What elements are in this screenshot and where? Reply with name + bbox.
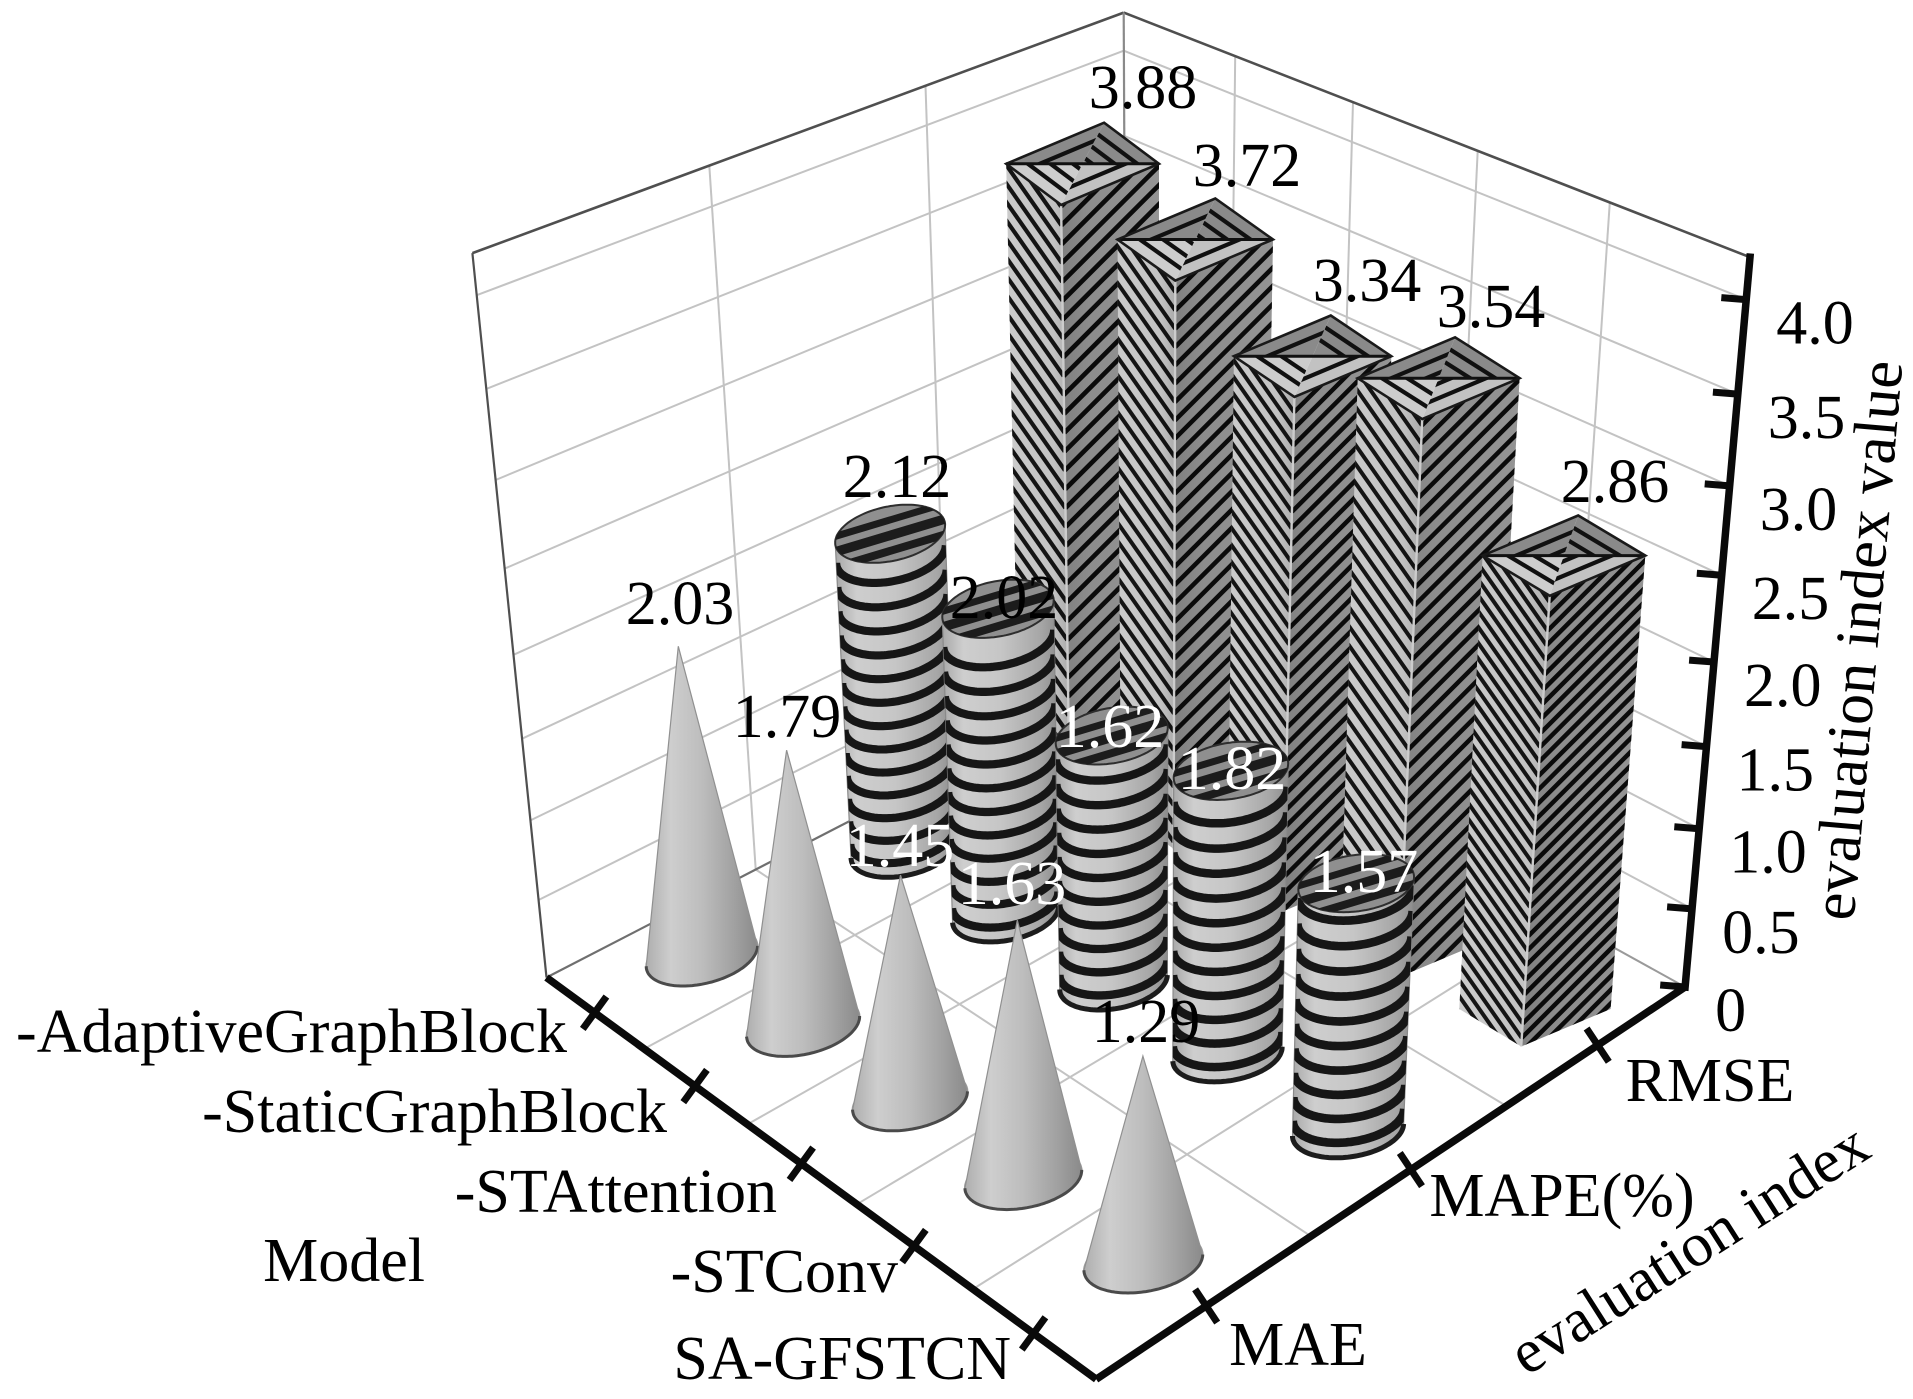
svg-text:3.54: 3.54 xyxy=(1437,273,1546,341)
svg-text:3.0: 3.0 xyxy=(1760,476,1838,544)
svg-text:-STConv: -STConv xyxy=(671,1238,898,1306)
svg-text:3.72: 3.72 xyxy=(1193,132,1302,200)
svg-text:2.0: 2.0 xyxy=(1744,652,1822,720)
svg-text:0: 0 xyxy=(1715,977,1746,1045)
svg-text:3.88: 3.88 xyxy=(1089,54,1198,122)
svg-text:1.63: 1.63 xyxy=(958,850,1067,918)
svg-text:3.34: 3.34 xyxy=(1313,247,1422,315)
svg-text:RMSE: RMSE xyxy=(1626,1047,1795,1115)
svg-text:2.86: 2.86 xyxy=(1561,448,1670,516)
svg-text:1.79: 1.79 xyxy=(733,683,842,751)
svg-text:1.82: 1.82 xyxy=(1178,735,1287,803)
svg-text:2.12: 2.12 xyxy=(843,443,952,511)
svg-text:-AdaptiveGraphBlock: -AdaptiveGraphBlock xyxy=(16,998,567,1066)
svg-text:2.03: 2.03 xyxy=(626,570,735,638)
svg-text:2.5: 2.5 xyxy=(1752,565,1830,633)
svg-text:-STAttention: -STAttention xyxy=(455,1158,777,1226)
svg-text:1.62: 1.62 xyxy=(1056,693,1165,761)
svg-text:MAPE(%): MAPE(%) xyxy=(1429,1162,1694,1230)
svg-text:1.0: 1.0 xyxy=(1729,819,1807,887)
svg-text:3.5: 3.5 xyxy=(1768,384,1846,452)
svg-text:-StaticGraphBlock: -StaticGraphBlock xyxy=(202,1078,667,1146)
svg-text:1.45: 1.45 xyxy=(846,812,955,880)
svg-text:1.29: 1.29 xyxy=(1092,988,1201,1056)
svg-text:2.02: 2.02 xyxy=(950,564,1059,632)
svg-text:SA-GFSTCN: SA-GFSTCN xyxy=(673,1325,1011,1393)
svg-text:1.57: 1.57 xyxy=(1310,838,1419,906)
svg-text:0.5: 0.5 xyxy=(1722,899,1800,967)
svg-text:4.0: 4.0 xyxy=(1776,289,1854,357)
svg-text:Model: Model xyxy=(263,1227,425,1295)
svg-text:1.5: 1.5 xyxy=(1737,736,1815,804)
svg-text:MAE: MAE xyxy=(1229,1311,1367,1379)
